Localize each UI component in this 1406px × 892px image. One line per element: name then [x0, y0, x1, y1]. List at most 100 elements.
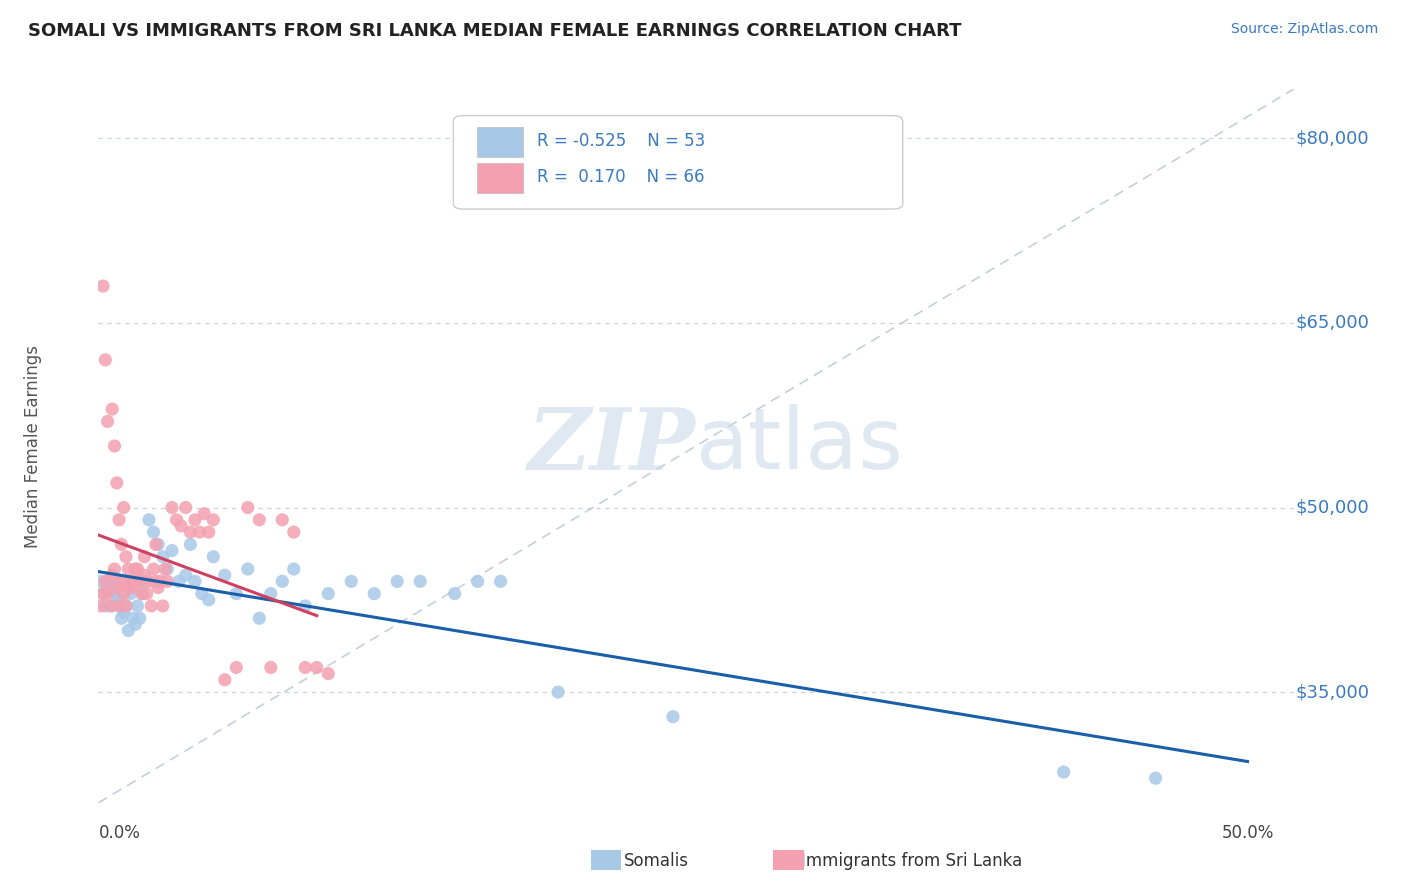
Point: [156, 574, 179, 589]
Point: [166, 513, 188, 527]
Point: [128, 611, 150, 625]
Text: Median Female Earnings: Median Female Earnings: [24, 344, 42, 548]
Point: [138, 574, 160, 589]
Point: [94, 574, 117, 589]
Point: [156, 562, 179, 576]
Point: [141, 599, 163, 613]
Point: [103, 562, 125, 576]
Point: [148, 537, 170, 551]
Point: [112, 587, 135, 601]
Point: [179, 537, 201, 551]
Point: [1144, 771, 1167, 785]
Point: [117, 562, 139, 576]
Point: [108, 599, 131, 613]
Point: [135, 587, 157, 601]
Point: [103, 587, 125, 601]
Point: [294, 660, 316, 674]
Point: [340, 574, 363, 589]
Point: [247, 611, 270, 625]
Point: [225, 587, 247, 601]
Text: $35,000: $35,000: [1296, 683, 1369, 701]
Point: [105, 574, 128, 589]
Point: [97, 414, 120, 428]
Point: [94, 599, 117, 613]
Point: [117, 624, 139, 638]
Point: [443, 587, 465, 601]
Point: [214, 568, 236, 582]
Point: [197, 525, 219, 540]
Text: $65,000: $65,000: [1296, 314, 1369, 332]
Point: [160, 500, 183, 515]
Point: [122, 581, 145, 595]
Point: [97, 587, 120, 601]
Point: [94, 352, 117, 367]
Text: SOMALI VS IMMIGRANTS FROM SRI LANKA MEDIAN FEMALE EARNINGS CORRELATION CHART: SOMALI VS IMMIGRANTS FROM SRI LANKA MEDI…: [28, 22, 962, 40]
Text: 50.0%: 50.0%: [1222, 824, 1274, 842]
Point: [214, 673, 236, 687]
Point: [283, 525, 305, 540]
Text: Source: ZipAtlas.com: Source: ZipAtlas.com: [1230, 22, 1378, 37]
Point: [294, 599, 316, 613]
Point: [101, 402, 124, 417]
Point: [184, 513, 207, 527]
Point: [152, 599, 174, 613]
Point: [120, 587, 142, 601]
Point: [110, 574, 132, 589]
Point: [103, 439, 125, 453]
Point: [170, 519, 193, 533]
Point: [134, 549, 156, 564]
Point: [142, 525, 165, 540]
Point: [152, 549, 174, 564]
Point: [101, 568, 124, 582]
Point: [260, 587, 283, 601]
Point: [467, 574, 489, 589]
Text: R =  0.170    N = 66: R = 0.170 N = 66: [537, 168, 704, 186]
Point: [120, 574, 142, 589]
Point: [1053, 765, 1076, 780]
Point: [260, 660, 283, 674]
Point: [91, 587, 114, 601]
Text: R = -0.525    N = 53: R = -0.525 N = 53: [537, 132, 706, 150]
Point: [271, 574, 294, 589]
Point: [197, 592, 219, 607]
Point: [122, 611, 145, 625]
Point: [98, 581, 121, 595]
Point: [97, 574, 120, 589]
Point: [127, 599, 149, 613]
Point: [124, 617, 146, 632]
Point: [225, 660, 247, 674]
Point: [122, 574, 145, 589]
Point: [145, 574, 167, 589]
Point: [174, 568, 197, 582]
FancyBboxPatch shape: [477, 127, 523, 157]
Point: [283, 562, 305, 576]
Point: [409, 574, 432, 589]
Point: [108, 592, 131, 607]
Point: [148, 581, 170, 595]
Point: [112, 500, 135, 515]
Point: [236, 500, 259, 515]
Point: [202, 513, 225, 527]
Point: [115, 549, 138, 564]
Point: [134, 574, 156, 589]
Text: $80,000: $80,000: [1296, 129, 1369, 147]
Text: 0.0%: 0.0%: [98, 824, 141, 842]
Point: [385, 574, 409, 589]
Point: [316, 587, 339, 601]
Point: [91, 279, 114, 293]
Point: [115, 599, 138, 613]
Point: [127, 562, 149, 576]
Text: atlas: atlas: [696, 404, 904, 488]
Point: [110, 537, 132, 551]
Point: [167, 574, 190, 589]
Point: [305, 660, 328, 674]
Point: [91, 587, 114, 601]
Point: [124, 574, 146, 589]
Point: [188, 525, 211, 540]
Point: [489, 574, 512, 589]
Point: [117, 581, 139, 595]
Point: [547, 685, 569, 699]
Point: [174, 500, 197, 515]
Point: [120, 574, 142, 589]
Point: [662, 709, 685, 723]
